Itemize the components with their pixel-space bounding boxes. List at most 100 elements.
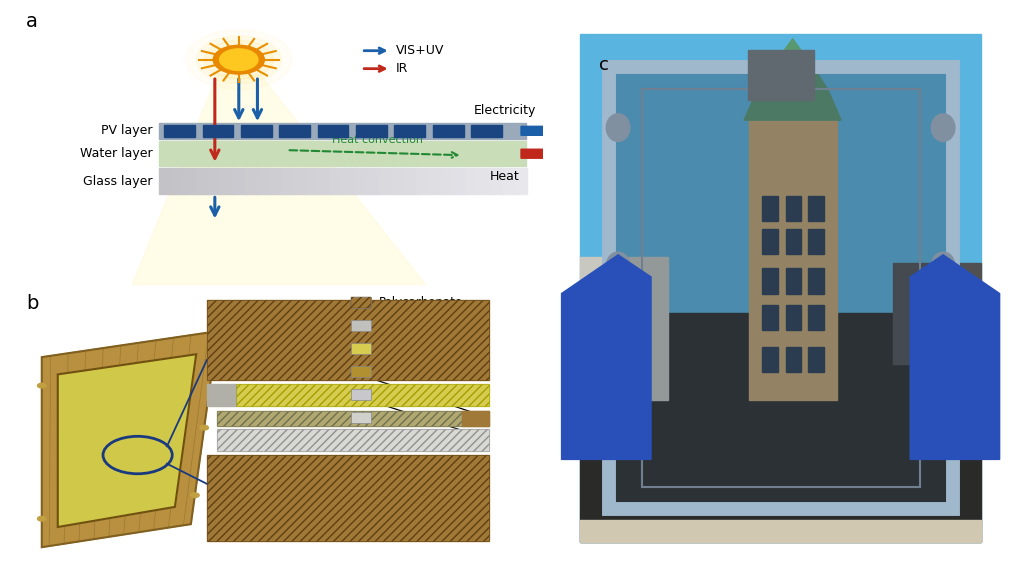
Bar bbox=[608, 67, 952, 509]
Polygon shape bbox=[42, 331, 217, 547]
Bar bbox=[440, 168, 454, 195]
Bar bbox=[581, 520, 981, 543]
Bar bbox=[477, 168, 490, 195]
Bar bbox=[463, 411, 489, 426]
Bar bbox=[416, 168, 429, 195]
Bar bbox=[428, 168, 441, 195]
Bar bbox=[762, 347, 777, 372]
Bar bbox=[379, 168, 392, 195]
Bar bbox=[762, 229, 777, 255]
Text: Electricity: Electricity bbox=[474, 104, 537, 117]
Bar bbox=[183, 168, 197, 195]
Polygon shape bbox=[57, 354, 197, 527]
Bar bbox=[294, 168, 307, 195]
Bar bbox=[809, 268, 824, 294]
Bar bbox=[809, 229, 824, 255]
Bar bbox=[391, 168, 404, 195]
Bar bbox=[785, 347, 802, 372]
Bar bbox=[368, 168, 381, 195]
Circle shape bbox=[200, 425, 209, 430]
Bar bbox=[318, 168, 332, 195]
Bar bbox=[331, 168, 344, 195]
Text: Silicon gasket: Silicon gasket bbox=[379, 319, 461, 332]
Bar bbox=[245, 168, 258, 195]
Polygon shape bbox=[561, 255, 651, 460]
Polygon shape bbox=[744, 39, 841, 120]
Circle shape bbox=[38, 384, 46, 388]
Bar bbox=[453, 168, 466, 195]
Circle shape bbox=[931, 114, 954, 142]
Bar bbox=[350, 412, 371, 423]
Text: PV layer: PV layer bbox=[101, 124, 153, 137]
Bar bbox=[809, 347, 824, 372]
Bar bbox=[257, 168, 270, 195]
Text: IR: IR bbox=[396, 62, 409, 75]
Bar bbox=[350, 297, 371, 308]
Bar bbox=[893, 263, 981, 364]
Bar bbox=[196, 168, 209, 195]
Bar bbox=[217, 429, 489, 450]
Bar bbox=[237, 385, 489, 406]
Circle shape bbox=[219, 49, 258, 70]
Bar bbox=[269, 168, 283, 195]
Bar bbox=[350, 343, 371, 354]
Bar bbox=[232, 168, 246, 195]
Bar bbox=[203, 124, 233, 137]
Bar bbox=[207, 455, 489, 541]
Bar bbox=[207, 385, 237, 406]
Circle shape bbox=[185, 30, 292, 90]
Text: PV layer: PV layer bbox=[379, 342, 427, 355]
Circle shape bbox=[197, 36, 282, 84]
Circle shape bbox=[209, 358, 218, 362]
Text: Water layer: Water layer bbox=[379, 388, 447, 401]
Bar bbox=[785, 229, 802, 255]
Bar bbox=[471, 124, 502, 137]
Bar bbox=[642, 89, 920, 487]
Bar bbox=[502, 168, 515, 195]
Bar bbox=[350, 320, 371, 331]
Bar bbox=[350, 366, 371, 377]
FancyArrow shape bbox=[521, 124, 561, 137]
Bar bbox=[489, 168, 503, 195]
Circle shape bbox=[606, 114, 630, 142]
Text: Glass layer: Glass layer bbox=[379, 411, 444, 424]
Bar bbox=[237, 385, 489, 406]
Bar bbox=[403, 168, 417, 195]
Bar bbox=[394, 124, 425, 137]
Circle shape bbox=[204, 40, 273, 79]
Bar bbox=[749, 120, 837, 400]
Bar bbox=[164, 124, 196, 137]
Polygon shape bbox=[132, 75, 425, 285]
Bar bbox=[159, 123, 526, 139]
Text: b: b bbox=[26, 294, 38, 313]
Bar bbox=[241, 124, 271, 137]
Bar bbox=[608, 61, 952, 515]
Bar bbox=[762, 305, 777, 330]
Bar bbox=[748, 50, 813, 100]
Circle shape bbox=[931, 252, 954, 280]
Bar bbox=[220, 168, 233, 195]
Bar bbox=[306, 168, 319, 195]
Text: Heat convection: Heat convection bbox=[332, 135, 423, 145]
Bar bbox=[581, 257, 669, 400]
Circle shape bbox=[190, 493, 199, 498]
Bar bbox=[282, 168, 295, 195]
Bar bbox=[217, 411, 489, 426]
Bar bbox=[217, 429, 489, 450]
Bar bbox=[159, 168, 172, 195]
Bar bbox=[785, 196, 802, 221]
Text: a: a bbox=[26, 12, 38, 31]
Bar bbox=[350, 389, 371, 400]
Bar bbox=[171, 168, 184, 195]
Bar bbox=[785, 305, 802, 330]
Text: VIS+UV: VIS+UV bbox=[396, 44, 444, 57]
Text: Polycarbonate: Polycarbonate bbox=[379, 296, 463, 309]
Circle shape bbox=[931, 391, 954, 418]
Bar bbox=[207, 300, 489, 380]
Bar bbox=[762, 196, 777, 221]
FancyArrow shape bbox=[521, 147, 561, 160]
Text: Brass tube: Brass tube bbox=[379, 365, 442, 378]
Text: Heat: Heat bbox=[490, 170, 520, 184]
Bar bbox=[343, 168, 356, 195]
Bar bbox=[280, 124, 310, 137]
